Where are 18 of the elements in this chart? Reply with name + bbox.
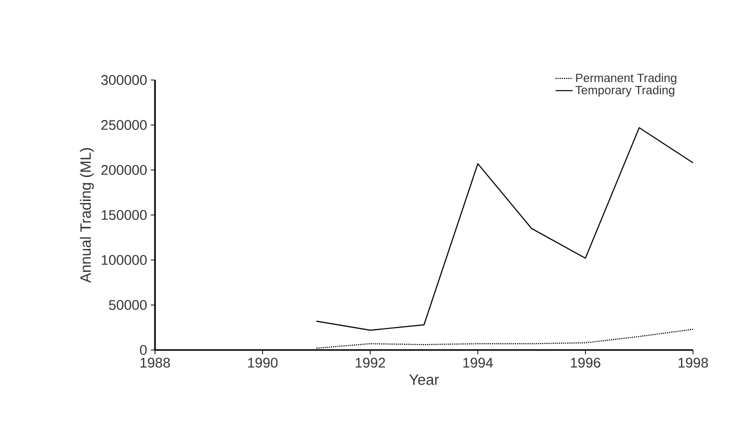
y-tick-label: 150000 [102, 210, 147, 220]
x-tick-label: 1988 [140, 358, 170, 368]
y-tick-label: 200000 [101, 165, 147, 175]
x-tick-label: 1990 [248, 358, 278, 368]
y-tick-label: 0 [140, 345, 147, 355]
legend-label: Permanent Trading [576, 73, 676, 85]
legend-label: Temporary Trading [575, 86, 674, 97]
x-tick-label: 1992 [356, 358, 386, 368]
y-tick-label: 300000 [101, 75, 147, 85]
x-axis-title: Year [409, 374, 439, 385]
y-tick-label: 50000 [109, 300, 147, 310]
y-tick-label: 100000 [102, 255, 147, 265]
x-tick-label: 1996 [570, 358, 600, 368]
y-tick-label: 250000 [101, 120, 147, 130]
y-axis-title: Annual Trading (ML) [80, 148, 94, 283]
x-tick-label: 1994 [463, 358, 493, 368]
x-tick-label: 1998 [678, 358, 708, 368]
line-series [316, 127, 694, 331]
